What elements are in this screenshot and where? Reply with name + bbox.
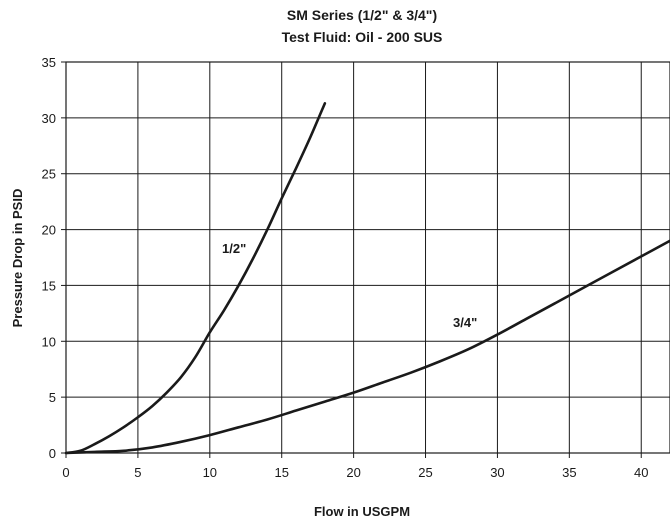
y-tick-label: 5: [49, 390, 56, 405]
y-tick-label: 25: [42, 167, 56, 182]
series-line-three-quarter-inch: [64, 239, 670, 455]
x-tick-label: 15: [274, 465, 288, 480]
series-label-three-quarter-inch: 3/4": [453, 315, 477, 330]
series-curves: [64, 102, 670, 455]
x-axis-ticks: 0 5 10 15 20 25 30 35 40: [62, 453, 648, 480]
series-label-half-inch: 1/2": [222, 241, 246, 256]
chart-title: SM Series (1/2" & 3/4"): [287, 7, 437, 23]
y-tick-label: 10: [42, 334, 56, 349]
y-tick-label: 35: [42, 55, 56, 70]
x-tick-label: 5: [134, 465, 141, 480]
series-line-half-inch: [64, 102, 327, 455]
chart-subtitle: Test Fluid: Oil - 200 SUS: [282, 29, 443, 45]
x-tick-label: 40: [634, 465, 648, 480]
x-tick-label: 20: [346, 465, 360, 480]
x-axis-label: Flow in USGPM: [314, 504, 410, 519]
x-tick-label: 0: [62, 465, 69, 480]
y-tick-label: 15: [42, 278, 56, 293]
x-tick-label: 10: [203, 465, 217, 480]
x-tick-label: 30: [490, 465, 504, 480]
x-tick-label: 25: [418, 465, 432, 480]
y-tick-label: 20: [42, 223, 56, 238]
x-tick-label: 35: [562, 465, 576, 480]
grid: [65, 61, 670, 454]
y-axis-label: Pressure Drop in PSID: [10, 189, 25, 328]
plot-frame: [65, 61, 670, 454]
y-tick-label: 30: [42, 111, 56, 126]
y-tick-label: 0: [49, 446, 56, 461]
y-axis-ticks: 0 5 10 15 20 25 30 35: [42, 55, 66, 461]
